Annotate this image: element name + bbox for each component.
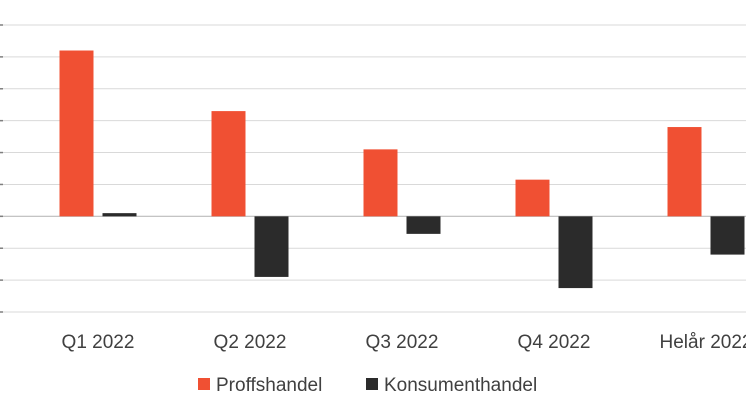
bar-proffshandel-3: [515, 179, 550, 217]
legend-swatch: [198, 378, 210, 390]
x-tick-label: Q4 2022: [518, 332, 591, 353]
bars: [59, 50, 745, 289]
x-tick-label: Q3 2022: [366, 332, 439, 353]
x-tick-label: Helår 2022: [660, 332, 746, 353]
x-tick-label: Q1 2022: [62, 332, 135, 353]
bar-konsumenthandel-4: [710, 216, 745, 255]
x-tick-label: Q2 2022: [214, 332, 287, 353]
legend: Proffshandel Konsumenthandel: [198, 375, 537, 396]
bar-konsumenthandel-0: [102, 213, 137, 217]
bar-konsumenthandel-3: [558, 216, 593, 289]
bar-proffshandel-0: [59, 50, 94, 217]
bar-proffshandel-2: [363, 149, 398, 217]
legend-swatch: [366, 378, 378, 390]
bar-proffshandel-4: [667, 127, 702, 217]
legend-label: Konsumenthandel: [384, 375, 537, 396]
legend-label: Proffshandel: [216, 375, 322, 396]
bar-proffshandel-1: [211, 111, 246, 217]
y-axis-ticks: [0, 24, 3, 313]
x-axis-labels: Q1 2022 Q2 2022 Q3 2022 Q4 2022 Helår 2022: [62, 332, 746, 353]
bar-konsumenthandel-2: [406, 216, 441, 234]
bar-konsumenthandel-1: [254, 216, 289, 277]
